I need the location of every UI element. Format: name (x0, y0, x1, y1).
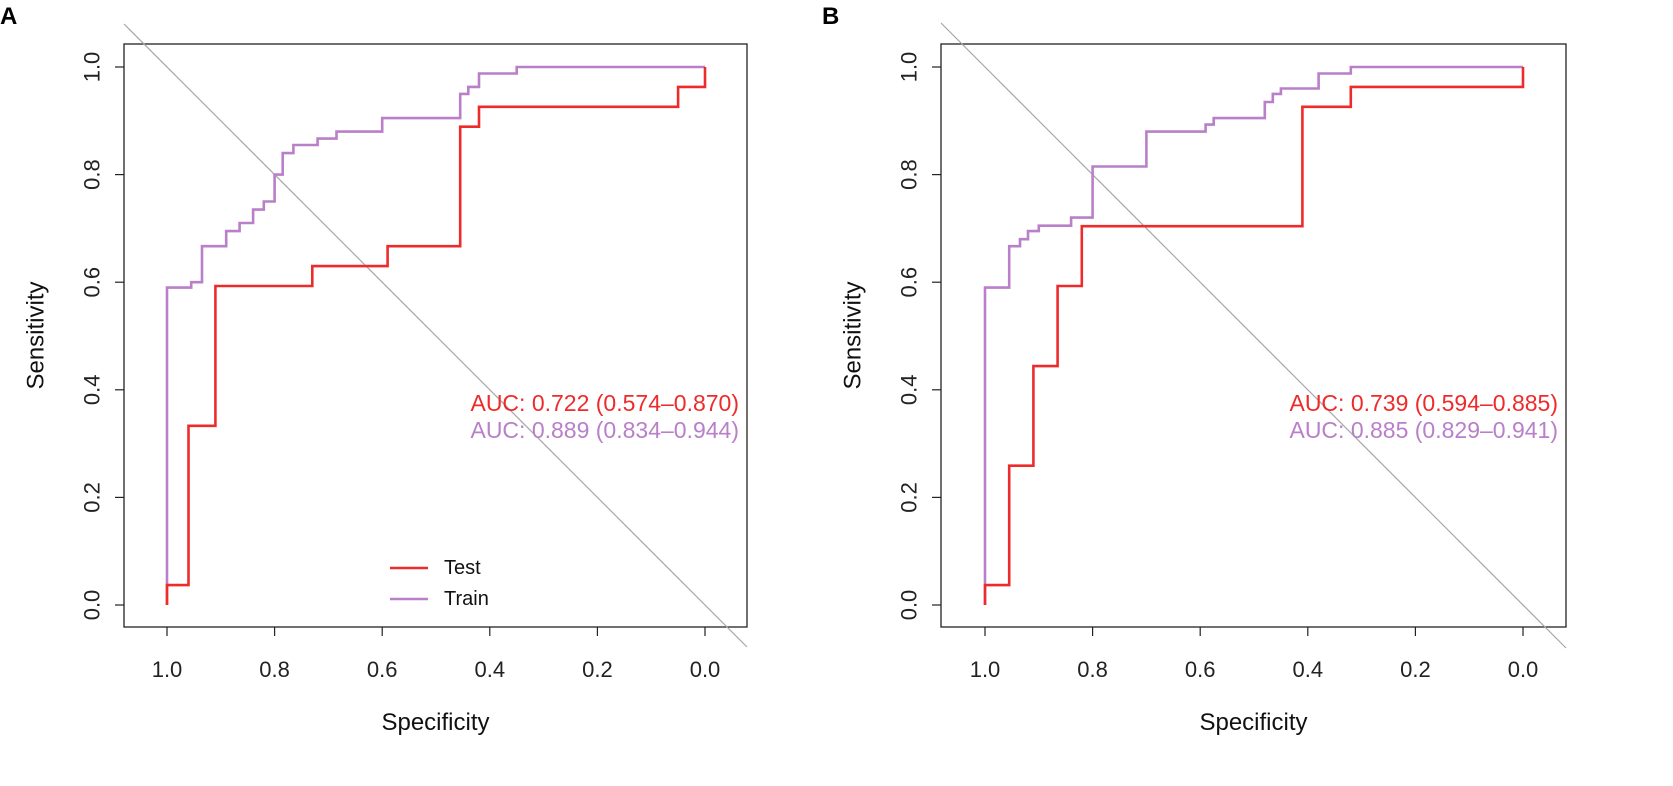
x-axis-title: Specificity (381, 709, 489, 736)
x-tick-label: 0.6 (1185, 657, 1216, 682)
y-tick-label: 0.6 (80, 267, 105, 298)
test-roc-curve (165, 67, 707, 605)
y-tick-label: 1.0 (897, 52, 922, 83)
x-tick-label: 0.4 (475, 657, 506, 682)
y-tick-label: 0.2 (80, 482, 105, 513)
y-axis-title: Sensitivity (23, 281, 50, 389)
panel-a-roc-chart: A 1.0 0.8 0.6 0.4 0.2 0.0 0.0 0.2 0.4 0.6 0.8 1.0 Sp… (0, 3, 748, 736)
y-axis-title: Sensitivity (840, 281, 867, 389)
test-auc-annotation: AUC: 0.739 (0.594–0.885) (1289, 390, 1558, 416)
x-tick-label: 1.0 (152, 657, 183, 682)
y-tick-label: 0.8 (80, 159, 105, 190)
diagonal-reference-line (940, 22, 1567, 649)
panel-b-letter: B (822, 3, 839, 30)
x-tick-label: 0.0 (690, 657, 721, 682)
x-tick-label: 0.0 (1508, 657, 1539, 682)
x-tick-label: 1.0 (970, 657, 1001, 682)
plot-frame (940, 43, 1567, 628)
x-tick-label: 0.8 (1077, 657, 1108, 682)
legend-label-train: Train (444, 588, 489, 610)
x-tick-label: 0.8 (259, 657, 290, 682)
x-tick-label: 0.6 (367, 657, 398, 682)
test-auc-annotation: AUC: 0.722 (0.574–0.870) (470, 390, 739, 416)
y-tick-label: 1.0 (80, 52, 105, 83)
y-tick-label: 0.4 (80, 375, 105, 406)
legend-label-test: Test (444, 557, 481, 579)
panel-a-letter: A (0, 3, 17, 30)
x-tick-label: 0.4 (1293, 657, 1324, 682)
y-tick-label: 0.0 (897, 590, 922, 621)
panel-b-roc-chart: B 1.0 0.8 0.6 0.4 0.2 0.0 0.0 0.2 0.4 0.6 0.8 1.0 Sp… (822, 3, 1567, 736)
x-tick-label: 0.2 (1400, 657, 1431, 682)
y-tick-label: 0.8 (897, 159, 922, 190)
y-tick-label: 0.6 (897, 267, 922, 298)
x-axis-title: Specificity (1199, 709, 1307, 736)
plot-frame (123, 43, 748, 628)
diagonal-reference-line (123, 23, 748, 648)
test-roc-curve (983, 67, 1525, 605)
train-auc-annotation: AUC: 0.885 (0.829–0.941) (1289, 417, 1558, 443)
train-roc-curve (983, 65, 1523, 605)
y-tick-label: 0.0 (80, 590, 105, 621)
train-roc-curve (165, 65, 705, 605)
x-tick-label: 0.2 (582, 657, 613, 682)
train-auc-annotation: AUC: 0.889 (0.834–0.944) (470, 417, 739, 443)
y-tick-label: 0.2 (897, 482, 922, 513)
y-tick-label: 0.4 (897, 375, 922, 406)
